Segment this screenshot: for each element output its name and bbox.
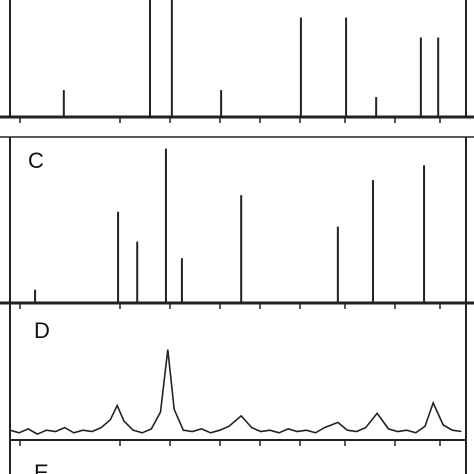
panel-label: C: [28, 148, 44, 173]
trace: [9, 349, 462, 435]
panel-label: D: [34, 318, 50, 343]
panel-label: E: [34, 460, 49, 474]
